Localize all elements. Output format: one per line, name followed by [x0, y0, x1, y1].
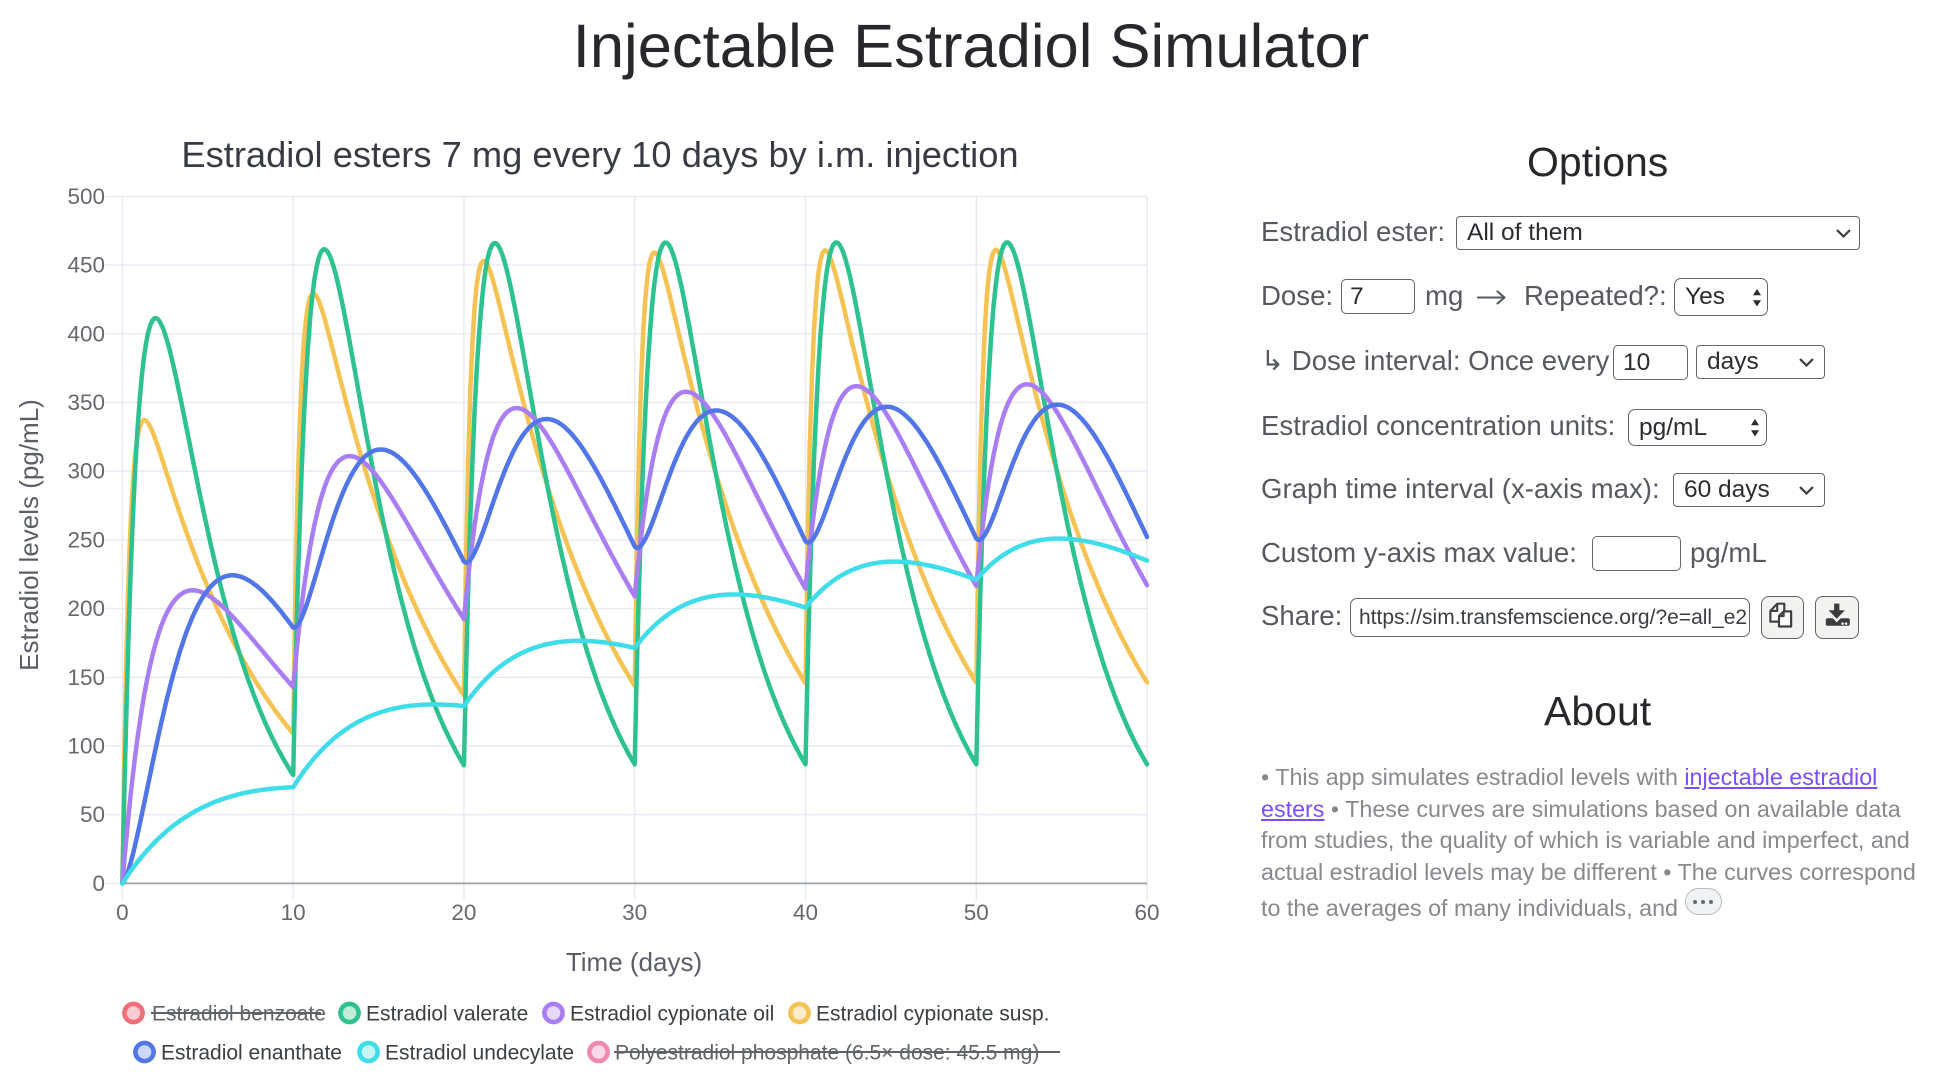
svg-text:Estradiol levels (pg/mL): Estradiol levels (pg/mL): [14, 399, 44, 671]
svg-text:40: 40: [793, 900, 818, 925]
svg-text:20: 20: [451, 900, 476, 925]
svg-text:0: 0: [92, 871, 105, 896]
svg-text:500: 500: [67, 184, 105, 209]
svg-text:300: 300: [67, 459, 105, 484]
svg-text:250: 250: [67, 527, 105, 552]
svg-text:Estradiol cypionate susp.: Estradiol cypionate susp.: [816, 1003, 1049, 1026]
svg-text:200: 200: [67, 596, 105, 621]
svg-text:10: 10: [281, 900, 306, 925]
svg-text:60: 60: [1134, 900, 1159, 925]
svg-text:Time (days): Time (days): [566, 947, 702, 977]
svg-text:350: 350: [67, 390, 105, 415]
svg-text:50: 50: [964, 900, 989, 925]
svg-text:Estradiol valerate: Estradiol valerate: [366, 1003, 528, 1026]
svg-text:400: 400: [67, 321, 105, 346]
svg-text:450: 450: [67, 253, 105, 278]
svg-text:150: 150: [67, 665, 105, 690]
svg-text:Estradiol enanthate: Estradiol enanthate: [161, 1042, 342, 1065]
svg-text:Estradiol cypionate oil: Estradiol cypionate oil: [570, 1003, 774, 1026]
svg-text:0: 0: [116, 900, 129, 925]
svg-text:30: 30: [622, 900, 647, 925]
svg-text:Estradiol esters 7 mg every 10: Estradiol esters 7 mg every 10 days by i…: [181, 134, 1018, 175]
svg-text:100: 100: [67, 734, 105, 759]
svg-text:Estradiol undecylate: Estradiol undecylate: [385, 1042, 574, 1065]
svg-text:50: 50: [80, 802, 105, 827]
